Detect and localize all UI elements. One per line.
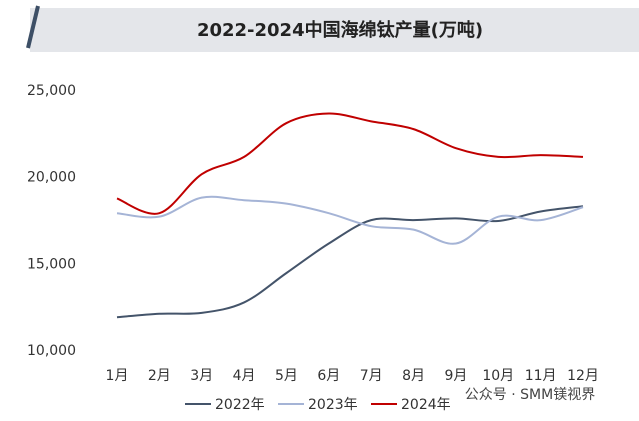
- x-tick-label: 2月: [148, 368, 171, 384]
- y-tick-label: 15,000: [27, 256, 76, 272]
- x-tick-label: 4月: [233, 368, 256, 384]
- x-tick-label: 5月: [275, 368, 298, 384]
- legend-label: 2024年: [401, 397, 451, 413]
- x-tick-label: 8月: [402, 368, 425, 384]
- x-tick-label: 1月: [106, 368, 129, 384]
- x-tick-label: 3月: [190, 368, 213, 384]
- x-tick-label: 12月: [567, 368, 599, 384]
- y-tick-label: 25,000: [27, 83, 76, 99]
- x-tick-label: 6月: [317, 368, 340, 384]
- series-line: [116, 195, 584, 245]
- series-line: [116, 112, 584, 215]
- series-line: [116, 205, 584, 319]
- y-tick-label: 10,000: [27, 343, 76, 359]
- x-tick-label: 7月: [360, 368, 383, 384]
- x-tick-label: 11月: [525, 368, 557, 384]
- chart-title: 2022-2024中国海绵钛产量(万吨): [197, 19, 483, 41]
- legend-label: 2022年: [215, 397, 265, 413]
- y-tick-label: 20,000: [27, 170, 76, 186]
- title-bar: [30, 8, 639, 52]
- watermark: 公众号 · SMM镁视界: [465, 387, 595, 403]
- x-tick-label: 10月: [482, 368, 514, 384]
- legend-label: 2023年: [308, 397, 358, 413]
- title-accent: [26, 5, 40, 49]
- x-tick-label: 9月: [444, 368, 467, 384]
